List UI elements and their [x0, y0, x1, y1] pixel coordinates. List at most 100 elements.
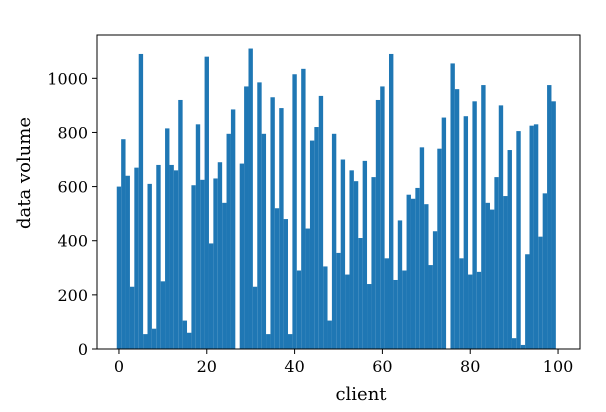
- bar-client-71: [428, 265, 433, 349]
- bar-client-29: [244, 86, 249, 350]
- bar-client-57: [367, 284, 372, 349]
- bar-client-67: [410, 198, 416, 349]
- bar-client-88: [503, 196, 508, 349]
- bar-client-21: [208, 243, 214, 349]
- bar-client-69: [419, 147, 425, 349]
- bar-client-60: [380, 86, 385, 350]
- bar-client-14: [178, 99, 183, 349]
- bar-client-8: [151, 328, 157, 349]
- bar-client-19: [200, 179, 205, 349]
- y-tick-label-200: 200: [57, 286, 88, 305]
- bar-client-34: [266, 334, 271, 349]
- bar-client-55: [358, 238, 363, 349]
- bar-client-0: [116, 186, 122, 349]
- bar-client-35: [270, 97, 275, 349]
- bar-client-52: [345, 274, 350, 349]
- bar-client-87: [498, 105, 504, 350]
- bar-client-99: [551, 101, 556, 349]
- bar-client-51: [340, 159, 346, 349]
- y-tick-label-800: 800: [57, 123, 88, 142]
- bar-client-17: [191, 185, 196, 349]
- bar-client-39: [288, 334, 293, 349]
- bar-client-76: [450, 63, 455, 349]
- bar-client-43: [305, 228, 310, 349]
- y-axis-label: data volume: [14, 117, 35, 229]
- bar-client-95: [533, 124, 539, 350]
- bar-client-86: [494, 177, 499, 349]
- bar-client-59: [375, 99, 381, 349]
- bar-client-72: [432, 231, 438, 349]
- bar-client-41: [296, 270, 302, 349]
- bar-client-65: [402, 270, 407, 349]
- bar-client-45: [314, 127, 319, 349]
- bar-client-9: [156, 164, 161, 349]
- bar-client-12: [169, 164, 174, 349]
- bar-client-90: [511, 338, 517, 349]
- bar-client-28: [239, 163, 245, 349]
- bar-client-2: [125, 175, 130, 349]
- bar-client-63: [393, 279, 398, 349]
- y-tick-label-0: 0: [78, 340, 88, 359]
- bar-client-91: [516, 131, 521, 349]
- bar-client-33: [261, 133, 267, 349]
- bar-client-31: [252, 286, 258, 349]
- x-tick-label-80: 80: [460, 357, 480, 376]
- bar-client-89: [507, 150, 512, 349]
- bar-client-25: [226, 133, 231, 349]
- bar-client-26: [230, 109, 236, 349]
- bar-client-68: [415, 187, 420, 349]
- bar-client-37: [279, 108, 284, 349]
- y-axis: 0 200 400 600 800 1000: [47, 69, 97, 359]
- x-tick-label-100: 100: [543, 357, 574, 376]
- bar-client-92: [520, 344, 526, 349]
- bar-client-16: [187, 332, 192, 349]
- bar-client-46: [318, 95, 324, 349]
- y-tick-label-1000: 1000: [47, 69, 88, 88]
- bar-client-6: [143, 334, 148, 349]
- bar-client-98: [547, 85, 552, 350]
- bar-client-30: [248, 48, 253, 349]
- bar-client-36: [274, 208, 280, 349]
- y-tick-label-600: 600: [57, 178, 88, 197]
- bar-client-80: [468, 274, 473, 349]
- x-tick-label-0: 0: [114, 357, 124, 376]
- bar-client-1: [121, 139, 126, 349]
- bar-client-44: [309, 140, 315, 349]
- bar-client-22: [213, 178, 218, 349]
- bar-client-81: [472, 101, 477, 349]
- bar-client-47: [323, 266, 328, 349]
- bar-client-18: [195, 124, 201, 350]
- bar-client-79: [463, 116, 469, 349]
- bar-client-77: [454, 89, 460, 349]
- bar-client-82: [476, 271, 482, 349]
- bar-client-83: [481, 85, 486, 350]
- bar-client-23: [217, 162, 223, 349]
- bar-client-85: [489, 209, 495, 349]
- bar-client-53: [349, 170, 354, 349]
- bar-client-74: [441, 117, 447, 349]
- bar-client-62: [388, 53, 394, 350]
- bar-client-13: [173, 170, 179, 349]
- bar-client-97: [542, 193, 548, 349]
- bar-client-84: [485, 202, 490, 349]
- bar-client-64: [397, 220, 403, 349]
- bar-client-40: [292, 74, 297, 349]
- bar-client-58: [371, 177, 376, 349]
- bar-client-94: [529, 125, 534, 350]
- x-tick-label-20: 20: [197, 357, 217, 376]
- bar-client-7: [147, 183, 152, 349]
- bars: [116, 48, 556, 350]
- bar-client-5: [138, 53, 144, 350]
- x-tick-label-60: 60: [372, 357, 392, 376]
- x-tick-label-40: 40: [284, 357, 304, 376]
- bar-client-11: [165, 128, 170, 349]
- bar-client-73: [437, 148, 442, 349]
- bar-client-10: [160, 281, 166, 349]
- bar-client-15: [182, 320, 188, 349]
- bar-client-38: [283, 219, 289, 349]
- bar-client-4: [134, 167, 139, 349]
- bar-client-42: [301, 68, 306, 349]
- bar-client-49: [331, 133, 337, 349]
- x-axis-label: client: [335, 384, 387, 405]
- bar-client-32: [257, 82, 262, 349]
